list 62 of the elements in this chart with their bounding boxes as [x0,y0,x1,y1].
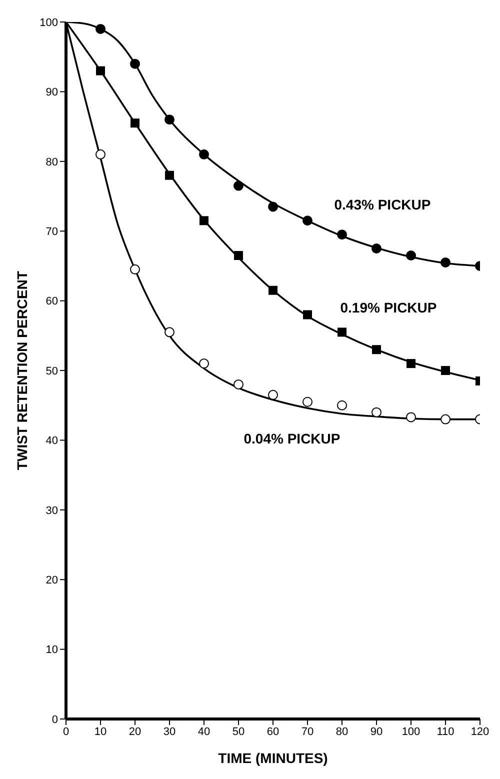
point [372,345,381,354]
point [130,58,140,69]
y-tick-label: 20 [46,574,58,587]
point [406,359,416,368]
point [302,216,312,226]
y-tick-label: 10 [46,644,58,656]
point [200,216,208,226]
point [268,286,278,295]
x-tick-label: 110 [436,726,454,738]
x-axis-title: TIME (MINUTES) [218,750,328,766]
x-tick-label: 40 [198,726,210,738]
point [302,396,312,407]
point [337,230,347,240]
y-tick-label: 80 [46,156,58,168]
point [199,358,209,369]
y-tick-label: 0 [52,714,58,726]
x-tick-label: 10 [94,726,107,738]
point [303,310,312,320]
point [406,412,416,422]
y-tick-label: 90 [46,86,58,99]
x-tick-label: 70 [301,726,314,738]
point [165,170,174,180]
point [406,250,416,260]
point [164,327,174,338]
point [372,244,382,254]
x-tick-label: 80 [336,726,348,738]
point [96,149,106,160]
point [164,114,174,125]
x-tick-label: 100 [402,726,420,738]
point [268,202,278,212]
y-axis-title: TWIST RETENTION PERCENT [14,270,30,470]
point [234,180,244,191]
series-label: 0.43% PICKUP [334,196,431,213]
point [338,328,346,337]
x-tick-label: 30 [163,726,176,738]
point [130,264,140,274]
point [234,379,244,390]
x-tick-label: 60 [266,726,280,738]
y-tick-label: 100 [40,16,58,29]
x-tick-label: 90 [370,726,383,738]
point [268,390,278,400]
x-tick-label: 20 [128,726,142,738]
point [440,257,450,268]
series-label: 0.04% PICKUP [244,430,340,446]
point [234,250,243,260]
y-tick-label: 60 [46,296,58,308]
y-tick-label: 40 [46,435,58,448]
point [372,407,382,418]
x-tick-label: 0 [62,726,70,738]
point [130,118,140,128]
point [199,149,209,160]
point [96,24,106,34]
point [96,66,105,76]
point [441,366,450,375]
x-tick-label: 50 [232,726,245,738]
series-label: 0.19% PICKUP [340,300,437,316]
y-tick-label: 70 [46,226,58,238]
point [337,400,347,410]
y-tick-label: 30 [46,504,58,517]
y-tick-label: 50 [46,365,58,378]
point [440,414,450,424]
x-tick-label: 120 [470,726,490,738]
